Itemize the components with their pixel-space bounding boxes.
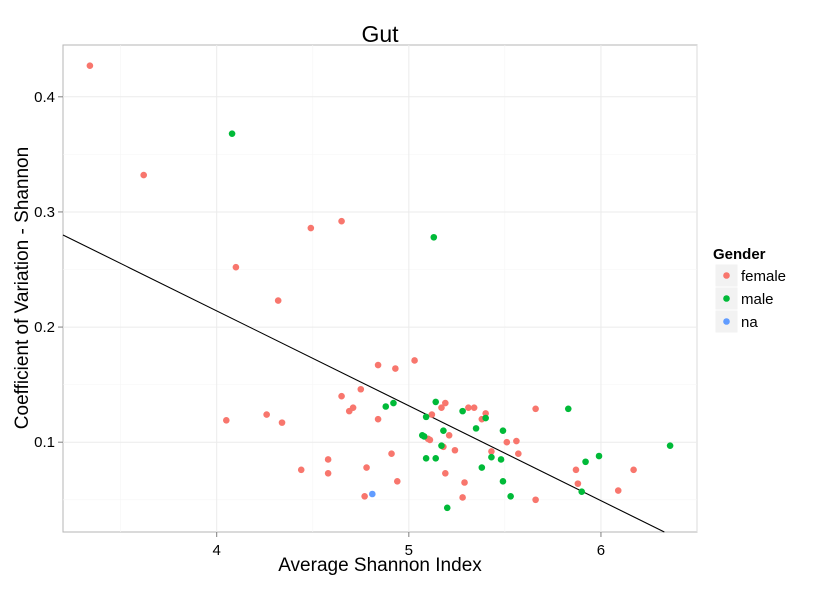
point-female <box>470 404 478 411</box>
point-male <box>507 493 514 500</box>
legend-key-point-male <box>723 295 730 302</box>
point-female <box>393 478 401 485</box>
point-female <box>426 436 434 444</box>
data-points <box>86 62 674 512</box>
legend-title: Gender <box>713 246 766 263</box>
point-female <box>324 469 332 477</box>
point-female <box>532 496 539 504</box>
point-female <box>307 224 315 232</box>
point-male <box>432 398 440 406</box>
point-male <box>482 414 489 422</box>
point-male <box>499 427 507 434</box>
point-female <box>461 479 468 486</box>
point-male <box>578 488 586 496</box>
point-female <box>482 410 489 417</box>
point-male <box>497 456 505 463</box>
point-male <box>499 478 507 485</box>
point-female <box>274 297 282 304</box>
point-male <box>443 504 451 512</box>
point-female <box>374 361 382 369</box>
point-male <box>666 442 674 449</box>
chart-title: Gut <box>361 21 399 47</box>
point-female <box>428 411 436 418</box>
point-male <box>582 458 589 466</box>
point-female <box>503 438 511 446</box>
point-female <box>338 217 345 225</box>
y-tick-label: 0.1 <box>34 434 55 451</box>
legend-key-point-female <box>723 272 730 279</box>
point-female <box>388 450 395 458</box>
point-female <box>442 399 449 407</box>
point-male <box>420 433 428 440</box>
point-male <box>488 453 495 461</box>
point-female <box>140 171 147 179</box>
point-female <box>232 263 240 271</box>
point-female <box>338 392 345 400</box>
legend-label-na: na <box>741 314 758 331</box>
point-male <box>430 233 438 241</box>
point-na <box>369 490 376 498</box>
plot-background <box>62 44 698 533</box>
y-tick-label: 0.4 <box>34 89 55 106</box>
gridlines <box>63 45 698 532</box>
point-male <box>382 403 390 410</box>
y-axis-ticks: 0.1 0.2 0.3 0.4 <box>34 89 63 451</box>
plot-panel <box>62 44 698 533</box>
point-female <box>392 365 399 372</box>
legend-key-point-na <box>723 318 730 325</box>
point-male <box>390 399 397 407</box>
legend: Gender female male na <box>713 246 786 334</box>
point-female <box>442 469 449 477</box>
point-female <box>445 431 453 439</box>
point-female <box>630 466 637 474</box>
point-female <box>574 480 582 487</box>
point-female <box>278 419 286 426</box>
x-axis-ticks: 4 5 6 <box>213 532 605 559</box>
point-female <box>411 357 418 364</box>
point-female <box>86 62 94 70</box>
point-female <box>614 487 622 494</box>
point-female <box>532 405 539 413</box>
trend-line <box>62 234 665 533</box>
point-female <box>513 437 520 445</box>
point-female <box>488 448 495 455</box>
point-male <box>595 452 603 460</box>
point-male <box>478 464 486 471</box>
point-female <box>263 411 270 418</box>
y-tick-label: 0.3 <box>34 204 55 221</box>
point-male <box>432 455 440 462</box>
point-female <box>572 466 580 474</box>
point-male <box>472 425 480 432</box>
point-male <box>422 455 430 462</box>
x-tick-label: 6 <box>597 542 605 559</box>
legend-label-female: female <box>741 268 786 285</box>
point-male <box>228 130 236 137</box>
legend-label-male: male <box>741 291 774 308</box>
point-male <box>459 407 466 415</box>
x-tick-label: 5 <box>405 542 413 559</box>
point-female <box>374 415 382 423</box>
point-male <box>438 442 445 449</box>
point-female <box>451 446 459 454</box>
x-tick-label: 4 <box>213 542 221 559</box>
point-male <box>422 413 430 421</box>
point-female <box>361 493 368 500</box>
point-female <box>349 404 357 411</box>
point-female <box>324 456 332 463</box>
point-female <box>223 417 230 424</box>
point-male <box>440 427 447 434</box>
x-axis-title: Average Shannon Index <box>278 555 482 576</box>
y-tick-label: 0.2 <box>34 319 55 336</box>
point-female <box>438 404 445 411</box>
point-female <box>357 385 365 393</box>
point-female <box>363 464 370 471</box>
point-female <box>465 404 472 411</box>
point-female <box>459 494 466 501</box>
point-female <box>297 466 305 474</box>
y-axis-title: Coefficient of Variation - Shannon <box>12 147 33 429</box>
point-male <box>564 405 572 413</box>
point-female <box>515 450 522 458</box>
